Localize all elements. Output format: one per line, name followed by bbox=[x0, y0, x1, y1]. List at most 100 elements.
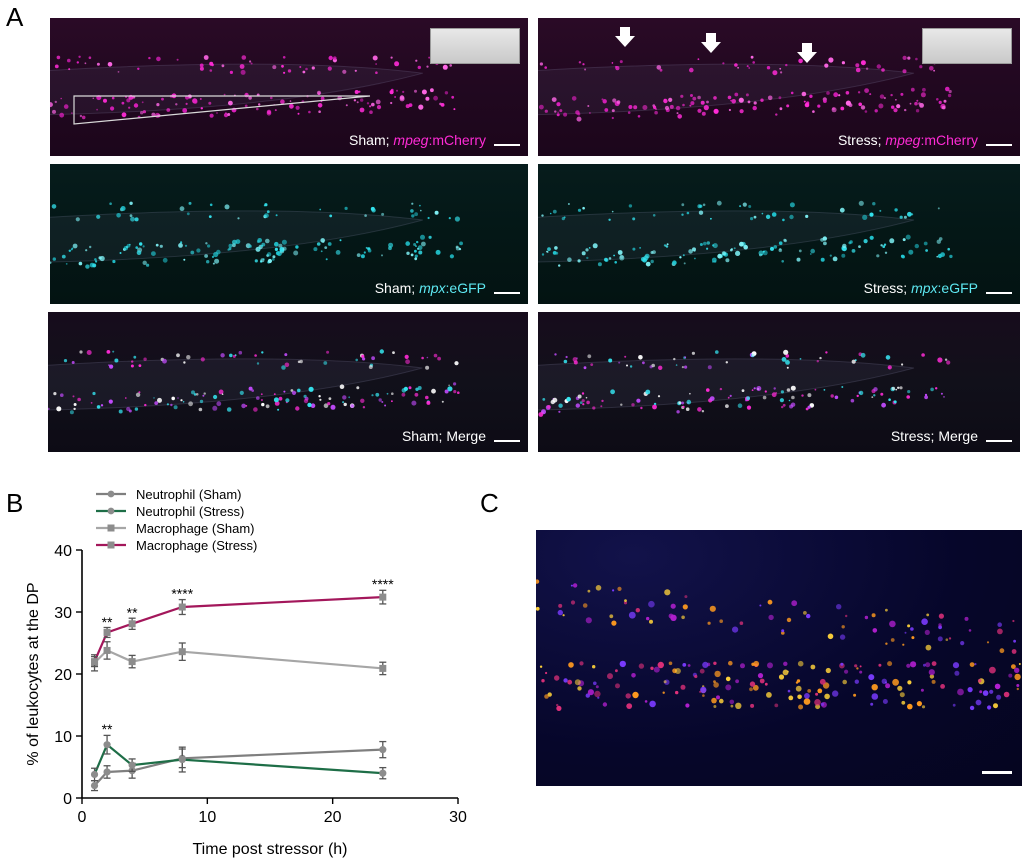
cell-dot bbox=[652, 404, 657, 410]
cell-dot bbox=[157, 397, 162, 403]
cell-dot bbox=[686, 211, 690, 215]
cell-dot bbox=[753, 660, 760, 667]
cell-dot bbox=[411, 214, 415, 218]
cell-dot bbox=[185, 102, 188, 105]
cell-dot bbox=[142, 110, 146, 114]
cell-dot bbox=[173, 405, 178, 410]
y-tick-label: 40 bbox=[54, 543, 72, 560]
cell-dot bbox=[757, 673, 764, 679]
cell-dot bbox=[199, 399, 204, 404]
cell-dot bbox=[556, 705, 562, 711]
cell-dot bbox=[326, 350, 330, 354]
cell-dot bbox=[414, 89, 417, 93]
cell-dot bbox=[212, 262, 215, 265]
cell-dot bbox=[369, 110, 373, 114]
cell-dot bbox=[153, 397, 155, 399]
cell-dot bbox=[371, 102, 375, 107]
cell-dot bbox=[767, 599, 773, 605]
cell-dot bbox=[85, 249, 88, 252]
cell-dot bbox=[703, 105, 709, 111]
cell-dot bbox=[390, 56, 393, 59]
cell-dot bbox=[121, 112, 127, 118]
cell-dot bbox=[193, 99, 198, 104]
cell-dot bbox=[310, 403, 316, 408]
cell-dot bbox=[92, 263, 97, 268]
cell-dot bbox=[313, 247, 318, 252]
cell-dot bbox=[434, 210, 439, 215]
cell-dot bbox=[734, 92, 739, 97]
cell-dot bbox=[969, 662, 975, 667]
cell-dot bbox=[297, 388, 301, 393]
cell-dot bbox=[957, 688, 964, 696]
cell-dot bbox=[891, 105, 895, 109]
cell-dot bbox=[563, 678, 568, 683]
cell-dot bbox=[406, 251, 410, 255]
cell-dot bbox=[608, 218, 611, 221]
cell-dot bbox=[90, 402, 93, 404]
cell-dot bbox=[722, 62, 725, 65]
cell-dot bbox=[203, 55, 209, 60]
cell-dot bbox=[430, 88, 434, 93]
cell-dot bbox=[84, 62, 87, 65]
cell-dot bbox=[999, 648, 1005, 654]
cell-dot bbox=[780, 71, 783, 74]
cell-dot bbox=[879, 94, 885, 99]
cell-dot bbox=[697, 407, 702, 412]
cell-dot bbox=[190, 250, 195, 255]
cell-dot bbox=[260, 398, 263, 402]
cell-dot bbox=[134, 407, 139, 411]
cell-dot bbox=[425, 96, 430, 101]
cell-dot bbox=[845, 100, 851, 106]
cell-dot bbox=[986, 641, 990, 644]
cell-dot bbox=[758, 250, 764, 256]
cell-dot bbox=[241, 55, 247, 60]
cell-dot bbox=[753, 387, 756, 390]
cell-dot bbox=[830, 394, 834, 398]
cell-dot bbox=[248, 386, 253, 391]
cell-dot bbox=[656, 65, 662, 70]
cell-dot bbox=[713, 680, 716, 683]
cell-dot bbox=[676, 112, 679, 115]
cell-dot bbox=[731, 99, 736, 104]
cell-dot bbox=[592, 243, 598, 249]
cell-dot bbox=[657, 395, 661, 398]
cell-dot bbox=[563, 112, 568, 117]
cell-dot bbox=[611, 210, 614, 213]
cell-dot bbox=[779, 107, 783, 111]
cell-dot bbox=[650, 251, 654, 254]
cell-dot bbox=[865, 67, 869, 70]
cell-dot bbox=[266, 210, 270, 214]
cell-dot bbox=[743, 244, 748, 250]
cell-dot bbox=[899, 215, 903, 219]
cell-dot bbox=[707, 621, 711, 625]
cell-dot bbox=[1013, 639, 1016, 643]
series-neutrophil-stress bbox=[90, 734, 387, 782]
cell-dot bbox=[587, 105, 590, 107]
cell-dot bbox=[684, 356, 687, 359]
cell-dot bbox=[737, 403, 743, 408]
cell-dot bbox=[880, 392, 884, 396]
cell-dot bbox=[706, 247, 709, 250]
cell-dot bbox=[280, 99, 285, 104]
series-line bbox=[93, 748, 383, 787]
cell-dot bbox=[842, 243, 847, 249]
cell-dot bbox=[699, 243, 703, 246]
cell-dot bbox=[799, 358, 802, 360]
cell-dot bbox=[239, 64, 245, 69]
cell-dot bbox=[924, 395, 928, 400]
cell-dot bbox=[742, 202, 747, 207]
cell-dot bbox=[702, 661, 709, 668]
cell-dot bbox=[809, 253, 812, 255]
cell-dot bbox=[539, 665, 543, 668]
cell-dot bbox=[544, 694, 549, 699]
cell-dot bbox=[137, 67, 140, 70]
cell-dot bbox=[320, 250, 323, 253]
micrograph-sham-merge: Sham; Merge bbox=[48, 312, 528, 452]
cell-dot bbox=[615, 669, 618, 673]
cell-dot bbox=[375, 63, 377, 65]
cell-dot bbox=[730, 99, 732, 102]
cell-dot bbox=[420, 209, 422, 212]
cell-dot bbox=[75, 217, 80, 222]
cell-dot bbox=[608, 358, 613, 363]
cell-dot bbox=[431, 388, 436, 394]
